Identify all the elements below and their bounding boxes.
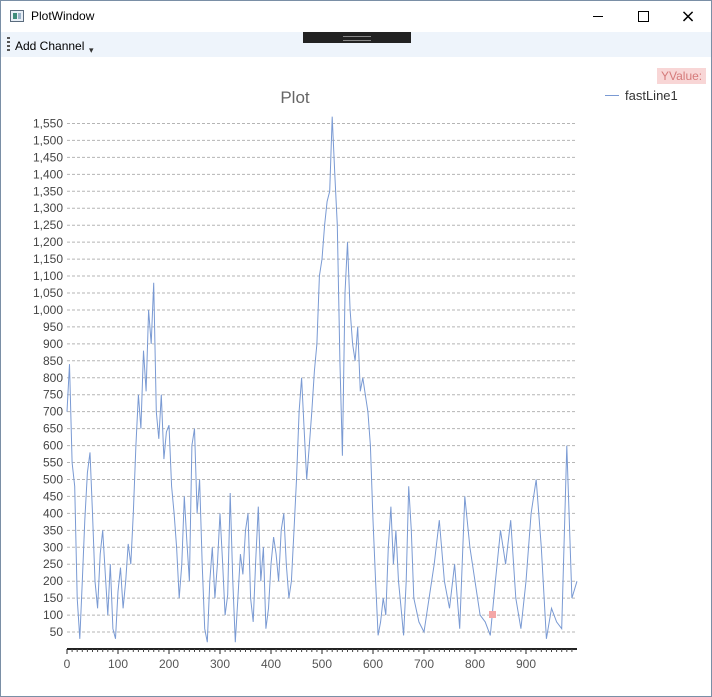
app-window-icon: [10, 10, 24, 22]
dock-handle[interactable]: [303, 32, 411, 43]
x-tick-label: 500: [312, 657, 332, 671]
legend-swatch: [605, 95, 619, 96]
y-tick-label: 150: [43, 591, 63, 605]
minimize-button[interactable]: [575, 1, 621, 32]
series-group: [66, 116, 578, 643]
y-tick-label: 200: [43, 574, 63, 588]
y-tick-label: 950: [43, 320, 63, 334]
minimize-icon: [593, 16, 603, 17]
y-tick-label: 1,000: [33, 303, 63, 317]
x-tick-label: 600: [363, 657, 383, 671]
series-line-fastline1: [66, 116, 578, 643]
y-tick-label: 600: [43, 439, 63, 453]
add-channel-button[interactable]: Add Channel: [15, 39, 85, 53]
x-tick-label: 200: [159, 657, 179, 671]
maximize-icon: [637, 11, 649, 22]
x-tick-label: 300: [210, 657, 230, 671]
y-tick-label: 450: [43, 489, 63, 503]
title-bar[interactable]: PlotWindow ×: [1, 1, 711, 32]
y-tick-label: 1,200: [33, 235, 63, 249]
y-tick-label: 1,250: [33, 218, 63, 232]
toolbar-grip-icon[interactable]: [7, 37, 10, 52]
x-axis-tick-labels: 0 100 200 300 400 500 600 700 800 900: [64, 657, 537, 671]
y-tick-label: 350: [43, 523, 63, 537]
y-tick-label: 250: [43, 557, 63, 571]
y-tick-label: 300: [43, 540, 63, 554]
window-title: PlotWindow: [31, 9, 95, 23]
x-tick-label: 400: [261, 657, 281, 671]
y-tick-label: 1,550: [33, 116, 63, 130]
hover-marker: [489, 611, 496, 618]
y-tick-label: 1,300: [33, 201, 63, 215]
y-tick-label: 850: [43, 354, 63, 368]
x-tick-label: 0: [64, 657, 71, 671]
y-tick-label: 1,500: [33, 133, 63, 147]
close-icon: ×: [680, 5, 696, 27]
x-tick-label: 700: [414, 657, 434, 671]
y-tick-label: 900: [43, 337, 63, 351]
y-tick-label: 800: [43, 371, 63, 385]
y-tick-label: 400: [43, 506, 63, 520]
close-button[interactable]: ×: [665, 1, 711, 32]
chart-title: Plot: [280, 88, 310, 107]
y-tick-label: 100: [43, 608, 63, 622]
y-axis-tick-labels: 50 100 150 200 250 300 350 400 450 500 550 600 650 70…: [33, 116, 63, 639]
legend-item-label: fastLine1: [625, 88, 678, 103]
y-tick-label: 700: [43, 405, 63, 419]
x-tick-label: 900: [516, 657, 536, 671]
toolbar-overflow-icon[interactable]: ▾: [89, 45, 94, 55]
y-tick-label: 50: [50, 625, 64, 639]
legend[interactable]: fastLine1: [605, 88, 678, 103]
chart-grid: [67, 122, 577, 633]
x-tick-label: 800: [465, 657, 485, 671]
y-tick-label: 1,350: [33, 184, 63, 198]
chart-axes: [66, 648, 577, 654]
maximize-button[interactable]: [620, 1, 666, 32]
y-tick-label: 1,150: [33, 252, 63, 266]
yvalue-tooltip: YValue:: [657, 68, 707, 84]
y-tick-label: 1,100: [33, 269, 63, 283]
y-tick-label: 1,450: [33, 150, 63, 164]
y-tick-label: 650: [43, 422, 63, 436]
chart-area: Plot 50 100 150 200 250 300 350 400 450 500 550 600…: [1, 57, 711, 696]
y-tick-label: 1,050: [33, 286, 63, 300]
y-tick-label: 500: [43, 472, 63, 486]
line-chart: Plot 50 100 150 200 250 300 350 400 450 500 550 600…: [33, 88, 578, 671]
y-tick-label: 550: [43, 456, 63, 470]
x-tick-label: 100: [108, 657, 128, 671]
y-tick-label: 750: [43, 388, 63, 402]
y-tick-label: 1,400: [33, 167, 63, 181]
